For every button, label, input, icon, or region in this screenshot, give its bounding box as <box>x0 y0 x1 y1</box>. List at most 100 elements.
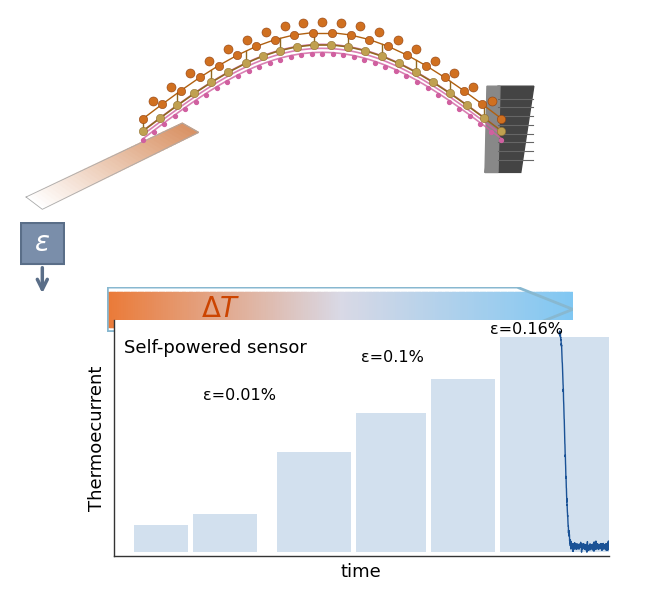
Bar <box>210 291 213 327</box>
Bar <box>149 291 152 327</box>
Text: ε=0.16%: ε=0.16% <box>490 322 563 337</box>
Bar <box>189 291 192 327</box>
Bar <box>203 291 206 327</box>
Polygon shape <box>104 158 124 171</box>
Bar <box>517 291 520 327</box>
Bar <box>214 291 217 327</box>
Bar <box>236 291 239 327</box>
Bar <box>538 291 541 327</box>
Polygon shape <box>135 143 156 156</box>
Bar <box>314 291 318 327</box>
Bar <box>512 291 516 327</box>
Bar <box>212 291 215 327</box>
Polygon shape <box>485 86 534 172</box>
Polygon shape <box>485 86 500 172</box>
Bar <box>568 291 572 327</box>
Bar <box>505 291 508 327</box>
Bar <box>229 291 232 327</box>
Polygon shape <box>53 182 74 196</box>
Bar <box>484 291 488 327</box>
Bar <box>543 291 546 327</box>
Bar <box>291 291 294 327</box>
Bar <box>384 291 387 327</box>
Bar <box>357 291 360 327</box>
Bar <box>438 291 441 327</box>
Bar <box>238 291 241 327</box>
Bar <box>356 413 426 552</box>
Bar <box>415 291 418 327</box>
Polygon shape <box>163 130 183 142</box>
Bar <box>168 291 171 327</box>
Bar <box>533 291 536 327</box>
Bar <box>282 291 285 327</box>
Bar <box>561 291 564 327</box>
Bar <box>370 291 374 327</box>
Polygon shape <box>151 136 171 148</box>
Bar <box>329 291 332 327</box>
Bar <box>426 291 430 327</box>
Bar <box>128 291 132 327</box>
Bar <box>324 291 327 327</box>
Polygon shape <box>124 149 144 161</box>
Bar <box>193 291 197 327</box>
Bar <box>398 291 402 327</box>
Bar <box>294 291 297 327</box>
Bar <box>347 291 350 327</box>
Bar <box>193 514 257 552</box>
Bar <box>354 291 357 327</box>
Polygon shape <box>46 186 66 200</box>
Bar <box>529 291 532 327</box>
Bar <box>456 291 460 327</box>
Bar <box>447 291 450 327</box>
Bar <box>400 291 404 327</box>
Bar <box>471 291 474 327</box>
Bar <box>205 291 208 327</box>
Bar <box>217 291 220 327</box>
FancyBboxPatch shape <box>21 223 64 264</box>
Bar <box>489 291 492 327</box>
Bar <box>296 291 299 327</box>
Y-axis label: Thermoecurrent: Thermoecurrent <box>88 365 105 511</box>
Bar <box>165 291 169 327</box>
Bar <box>342 291 346 327</box>
Bar <box>454 291 458 327</box>
Bar <box>268 291 271 327</box>
Bar <box>434 291 437 327</box>
Bar <box>264 291 267 327</box>
Bar <box>301 291 304 327</box>
Text: Self-powered sensor: Self-powered sensor <box>124 339 307 356</box>
Bar <box>552 291 555 327</box>
Bar <box>394 291 397 327</box>
Bar <box>284 291 288 327</box>
Bar <box>417 291 420 327</box>
Bar <box>545 291 548 327</box>
Bar <box>124 291 127 327</box>
Polygon shape <box>167 128 187 140</box>
Bar <box>258 291 262 327</box>
Bar <box>252 291 255 327</box>
Bar <box>196 291 199 327</box>
X-axis label: time: time <box>341 564 381 581</box>
Bar <box>487 291 490 327</box>
Polygon shape <box>69 175 89 188</box>
Bar <box>473 291 476 327</box>
Bar <box>224 291 227 327</box>
Bar <box>286 291 290 327</box>
Bar <box>436 291 439 327</box>
Bar <box>171 291 174 327</box>
Text: ε=0.01%: ε=0.01% <box>203 388 276 403</box>
Polygon shape <box>34 191 54 205</box>
Bar <box>373 291 376 327</box>
Bar <box>221 291 225 327</box>
Bar <box>382 291 385 327</box>
Bar <box>496 291 499 327</box>
Bar <box>492 291 495 327</box>
Bar <box>270 291 273 327</box>
Bar <box>352 291 355 327</box>
Bar <box>326 291 329 327</box>
Polygon shape <box>143 140 163 152</box>
Bar <box>143 291 146 327</box>
Text: $\Delta T$: $\Delta T$ <box>201 295 240 323</box>
Bar <box>338 291 341 327</box>
Bar <box>289 291 292 327</box>
